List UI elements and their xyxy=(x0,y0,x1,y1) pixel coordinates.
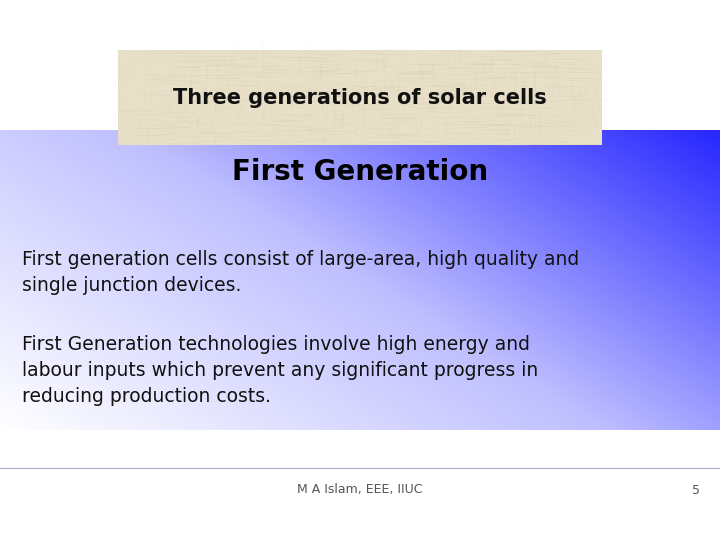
Text: 5: 5 xyxy=(692,483,700,496)
FancyBboxPatch shape xyxy=(118,50,602,145)
Text: M A Islam, EEE, IIUC: M A Islam, EEE, IIUC xyxy=(297,483,423,496)
Text: Three generations of solar cells: Three generations of solar cells xyxy=(173,87,547,107)
Text: First Generation technologies involve high energy and
labour inputs which preven: First Generation technologies involve hi… xyxy=(22,335,539,406)
Text: First Generation: First Generation xyxy=(232,158,488,186)
Text: First generation cells consist of large-area, high quality and
single junction d: First generation cells consist of large-… xyxy=(22,250,580,295)
